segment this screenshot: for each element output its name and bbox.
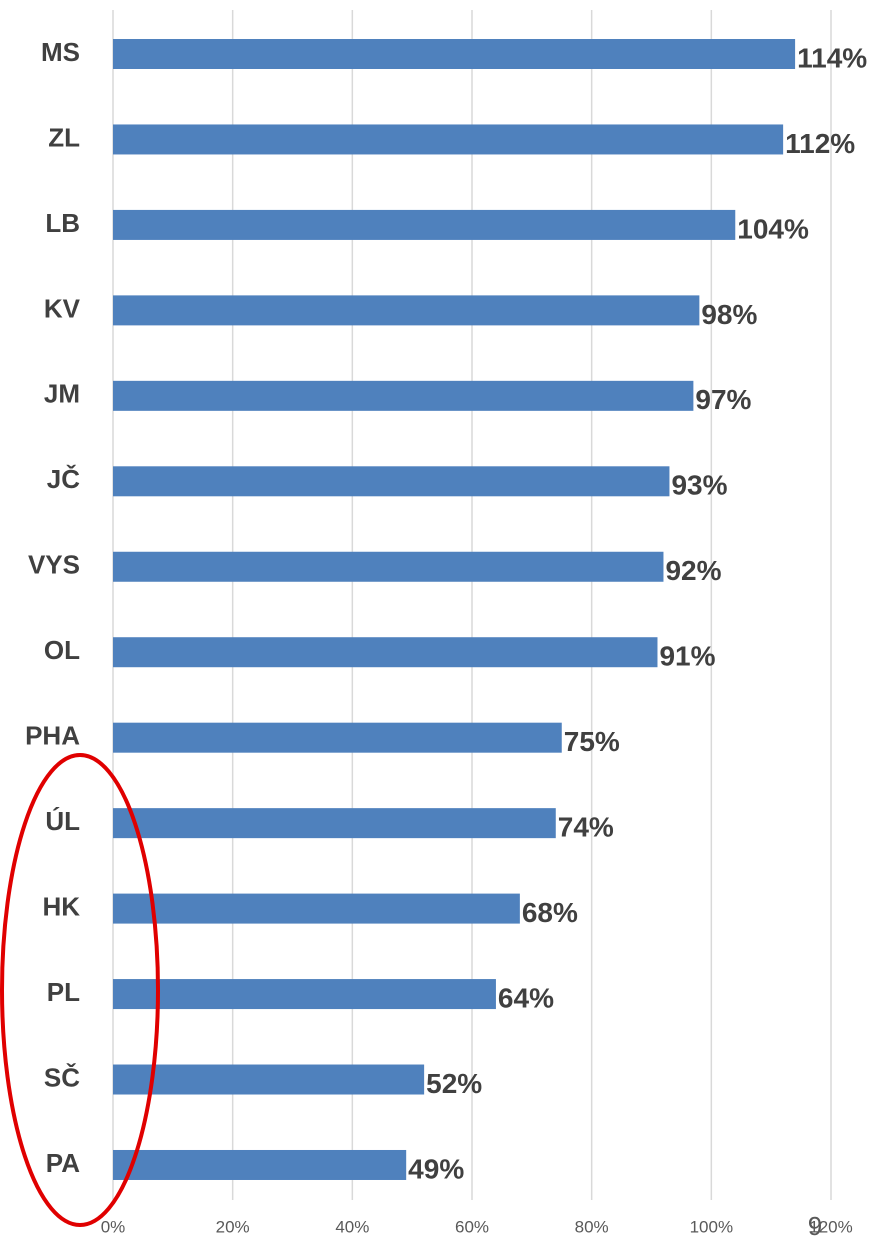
bar bbox=[113, 893, 520, 924]
value-label: 92% bbox=[665, 555, 721, 586]
value-label: 64% bbox=[498, 982, 554, 1013]
value-label: 98% bbox=[701, 299, 757, 330]
bar bbox=[113, 295, 700, 326]
x-tick-label: 20% bbox=[216, 1217, 250, 1236]
y-tick-label: JČ bbox=[47, 464, 80, 494]
bar bbox=[113, 124, 784, 155]
y-tick-label: SČ bbox=[44, 1062, 80, 1092]
bar bbox=[113, 466, 670, 497]
value-label: 93% bbox=[671, 470, 727, 501]
value-label: 52% bbox=[426, 1068, 482, 1099]
bar bbox=[113, 380, 694, 411]
bar bbox=[113, 39, 796, 69]
highlight-ellipse bbox=[0, 753, 160, 1227]
value-label: 74% bbox=[558, 812, 614, 843]
y-tick-label: MS bbox=[41, 37, 80, 67]
y-tick-label: ZL bbox=[48, 122, 80, 152]
value-label: 112% bbox=[785, 128, 855, 159]
y-tick-label: OL bbox=[44, 635, 80, 665]
bar bbox=[113, 722, 562, 753]
value-label: 49% bbox=[408, 1153, 464, 1184]
bar bbox=[113, 209, 736, 240]
value-label: 97% bbox=[695, 384, 751, 415]
value-label: 91% bbox=[659, 641, 715, 672]
x-tick-label: 80% bbox=[575, 1217, 609, 1236]
value-label: 75% bbox=[564, 726, 620, 757]
page-number: 9 bbox=[808, 1211, 822, 1241]
x-tick-label: 0% bbox=[101, 1217, 126, 1236]
y-tick-label: LB bbox=[45, 208, 80, 238]
bar bbox=[113, 1064, 425, 1095]
y-tick-label: VYS bbox=[28, 550, 80, 580]
value-label: 68% bbox=[522, 897, 578, 928]
value-label: 114% bbox=[797, 42, 867, 73]
y-tick-label: ÚL bbox=[45, 806, 80, 836]
bar bbox=[113, 551, 664, 582]
y-tick-label: PA bbox=[46, 1148, 80, 1178]
x-tick-label: 100% bbox=[690, 1217, 733, 1236]
x-tick-label: 60% bbox=[455, 1217, 489, 1236]
y-tick-label: PHA bbox=[25, 721, 80, 751]
bar bbox=[113, 637, 658, 668]
y-tick-label: PL bbox=[47, 977, 80, 1007]
y-tick-label: KV bbox=[44, 293, 81, 323]
bar bbox=[113, 1149, 407, 1180]
x-tick-label: 40% bbox=[335, 1217, 369, 1236]
value-label: 104% bbox=[737, 213, 809, 244]
y-tick-label: HK bbox=[42, 891, 80, 921]
y-tick-label: JM bbox=[44, 379, 80, 409]
bar bbox=[113, 979, 496, 1010]
x-tick-label: 120% bbox=[809, 1217, 852, 1236]
bar bbox=[113, 808, 556, 839]
